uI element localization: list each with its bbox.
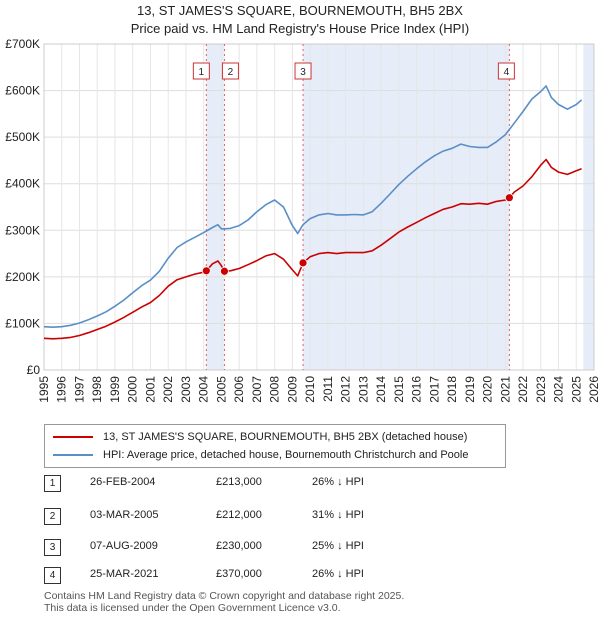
transaction-label-box [497,62,515,80]
transaction-date: 03-MAR-2005 [90,509,159,521]
legend-hpi-label: HPI: Average price, detached house, Bour… [103,449,469,461]
x-tick-label: 2019 [463,376,477,403]
legend: 13, ST JAMES'S SQUARE, BOURNEMOUTH, BH5 … [44,424,506,468]
x-tick-label: 2015 [392,376,406,403]
x-tick-label: 2020 [481,376,495,403]
price-chart: £0 £100K £200K £300K £400K £500K £600K £700K 199… [5,37,600,403]
price-paid-line [43,158,582,340]
x-tick-label: 1999 [108,376,122,403]
y-tick-label: £300K [5,223,40,237]
table-row: 4 25-MAR-2021 £370,000 26% ↓ HPI [44,567,504,584]
x-tick-label: 2010 [303,376,317,403]
transaction-label-box [192,62,210,80]
legend-price-swatch [53,436,93,438]
transaction-label: 2 [228,67,234,78]
shaded-period [583,44,594,370]
transaction-label-box [221,62,239,80]
x-tick-label: 2018 [445,376,459,403]
x-tick-label: 2013 [356,376,370,403]
transaction-price: £370,000 [216,568,262,580]
x-tick-label: 2009 [285,376,299,403]
table-row: 3 07-AUG-2009 £230,000 25% ↓ HPI [44,539,504,556]
x-tick-label: 1996 [55,376,69,403]
x-tick-label: 2005 [214,376,228,403]
transaction-price: £212,000 [216,509,262,521]
transaction-number-badge: 1 [44,475,61,492]
transaction-label: 1 [199,67,205,78]
transaction-hpi-delta: 26% ↓ HPI [312,476,364,488]
x-tick-label: 1995 [37,376,51,403]
x-tick-label: 2007 [250,376,264,403]
x-tick-label: 1998 [90,376,104,403]
transaction-point [201,266,211,276]
table-row: 2 03-MAR-2005 £212,000 31% ↓ HPI [44,508,504,525]
chart-title: 13, ST JAMES'S SQUARE, BOURNEMOUTH, BH5 … [137,3,463,18]
x-tick-label: 2024 [552,376,566,403]
x-tick-label: 2022 [516,376,530,403]
transaction-label-box [294,62,312,80]
x-tick-label: 2003 [179,376,193,403]
x-tick-label: 2011 [321,376,335,402]
hpi-line [43,85,583,329]
legend-item-price: 13, ST JAMES'S SQUARE, BOURNEMOUTH, BH5 … [53,429,467,445]
transaction-point [220,266,229,276]
y-tick-label: £700K [5,37,40,51]
table-row: 1 26-FEB-2004 £213,000 26% ↓ HPI [44,475,504,492]
shaded-period [303,44,510,370]
transaction-label: 3 [300,67,306,78]
x-tick-label: 2021 [498,376,512,403]
legend-hpi-swatch [53,454,93,456]
x-tick-label: 2025 [569,376,583,403]
x-tick-label: 2000 [126,376,140,403]
transaction-date: 25-MAR-2021 [90,568,159,580]
transaction-hpi-delta: 31% ↓ HPI [312,509,364,521]
legend-item-hpi: HPI: Average price, detached house, Bour… [53,447,468,463]
transaction-date: 07-AUG-2009 [90,540,158,552]
x-tick-label: 2023 [534,376,548,403]
plot-border [43,43,595,371]
footer-licence: This data is licensed under the Open Gov… [44,602,341,614]
y-tick-label: £0 [27,363,41,377]
chart-subtitle: Price paid vs. HM Land Registry's House … [130,21,470,36]
x-tick-label: 2002 [161,376,175,403]
x-tick-label: 2016 [410,376,424,403]
legend-price-label: 13, ST JAMES'S SQUARE, BOURNEMOUTH, BH5 … [103,431,468,443]
transaction-number-badge: 3 [44,539,61,556]
y-tick-label: £200K [5,270,40,284]
transaction-point [298,258,308,268]
x-tick-label: 2017 [427,376,441,403]
transaction-label: 4 [504,67,510,78]
transaction-price: £213,000 [216,476,262,488]
y-tick-label: £500K [5,130,40,144]
x-tick-label: 1997 [72,376,86,403]
transaction-hpi-delta: 26% ↓ HPI [312,568,364,580]
transaction-number-badge: 4 [44,567,61,584]
transaction-date: 26-FEB-2004 [90,476,156,488]
shaded-period [206,44,225,370]
transaction-number-badge: 2 [44,508,61,525]
transaction-point [504,193,514,203]
x-tick-label: 2004 [197,376,211,403]
x-tick-label: 2026 [587,376,600,403]
transaction-price: £230,000 [216,540,262,552]
x-tick-label: 2012 [339,376,353,403]
y-tick-label: £600K [5,84,40,98]
x-tick-label: 2014 [374,376,388,403]
x-tick-label: 2001 [143,376,157,403]
y-tick-label: £400K [5,177,40,191]
x-tick-label: 2008 [268,376,282,403]
y-tick-label: £100K [5,316,40,330]
x-tick-label: 2006 [232,376,246,403]
footer-copyright: Contains HM Land Registry data © Crown c… [44,590,405,602]
transaction-hpi-delta: 25% ↓ HPI [312,540,364,552]
